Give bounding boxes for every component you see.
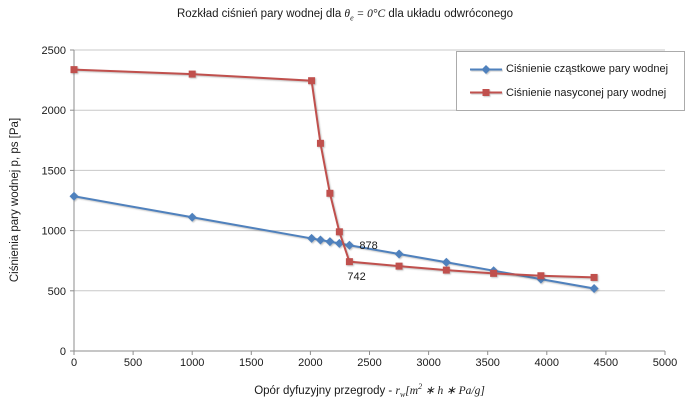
x-tick-label: 1000 [180, 357, 204, 369]
x-axis-title: Opór dyfuzyjny przegrody - rw[m2 ∗ h ∗ P… [74, 382, 665, 399]
tick-labels: 0 500 1000 1500 2000 2500 0 500 1000 1500 2000 2500… [42, 45, 678, 369]
rw-subscript: w [399, 390, 406, 400]
legend-item-czastkowe: Ciśnienie cząstkowe pary wodnej [469, 63, 684, 76]
legend-label: Ciśnienie cząstkowe pary wodnej [506, 63, 669, 76]
y-tick-label: 1500 [42, 165, 66, 177]
unit-rest: ∗ h ∗ Pa/g] [422, 384, 485, 397]
legend-item-nasyconej: Ciśnienie nasyconej pary wodnej [469, 86, 684, 99]
title-equation: = 0°C [353, 8, 386, 20]
data-label-742: 742 [347, 270, 366, 283]
legend: Ciśnienie cząstkowe pary wodnej Ciśnienie… [456, 51, 685, 111]
legend-marker-diamond [470, 64, 502, 74]
y-tick-label: 500 [48, 286, 66, 298]
y-tick-label: 1000 [42, 226, 66, 238]
series-nasyconej [70, 66, 598, 281]
legend-marker-square [470, 89, 502, 97]
x-tick-label: 0 [71, 357, 77, 369]
chart-title: Rozkład ciśnień pary wodnej dla θe = 0°C… [0, 8, 690, 22]
y-tick-label: 0 [60, 346, 66, 358]
x-tick-label: 2500 [357, 357, 381, 369]
theta-subscript: e [350, 13, 354, 23]
x-tick-label: 3000 [416, 357, 440, 369]
title-suffix: dla układu odwróconego [385, 8, 514, 20]
data-label-878: 878 [359, 240, 378, 253]
gridlines [74, 49, 665, 292]
title-text: Rozkład ciśnień pary wodnej dla [176, 8, 345, 20]
rw-symbol: r [395, 384, 400, 397]
y-tick-label: 2000 [42, 105, 66, 117]
legend-label: Ciśnienie nasyconej pary wodnej [506, 86, 667, 99]
unit-superscript: 2 [418, 382, 423, 391]
theta-symbol: θ [344, 8, 351, 20]
x-tick-label: 5000 [653, 357, 677, 369]
x-tick-label: 4500 [594, 357, 618, 369]
x-tick-label: 500 [124, 357, 142, 369]
x-tick-label: 3500 [475, 357, 499, 369]
xlabel-text: Opór dyfuzyjny przegrody - [254, 384, 396, 397]
x-tick-label: 1500 [239, 357, 263, 369]
x-tick-label: 2000 [298, 357, 322, 369]
y-tick-label: 2500 [42, 45, 66, 57]
x-tick-label: 4000 [535, 357, 559, 369]
y-axis-title: Ciśnienia pary wodnej p, ps [Pa] [9, 117, 21, 283]
unit-open: [m [405, 384, 419, 397]
